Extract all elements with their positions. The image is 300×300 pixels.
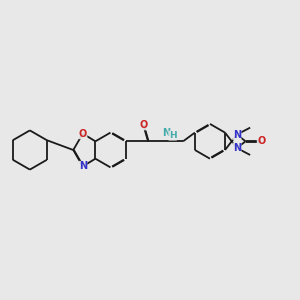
Text: O: O — [79, 129, 87, 139]
Text: O: O — [140, 120, 148, 130]
Text: O: O — [257, 136, 266, 146]
Text: H: H — [169, 131, 176, 140]
Text: N: N — [162, 128, 170, 138]
Text: N: N — [233, 143, 241, 153]
Text: N: N — [233, 130, 241, 140]
Text: N: N — [79, 161, 87, 171]
